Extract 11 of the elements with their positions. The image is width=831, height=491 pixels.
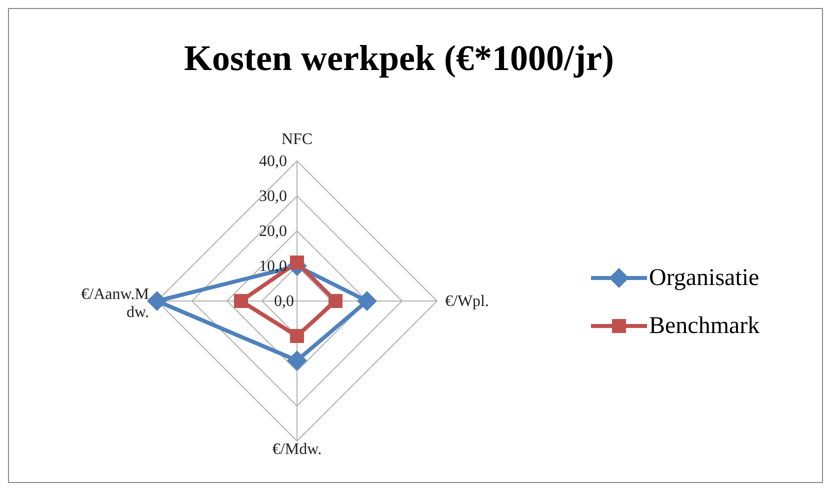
spoke-label: €/Aanw.Mdw. bbox=[81, 286, 149, 321]
y-tick-label: 30,0 bbox=[259, 188, 287, 205]
spoke-label: NFC bbox=[281, 131, 313, 148]
y-tick-label: 20,0 bbox=[259, 223, 287, 240]
spoke-label: €/Wpl. bbox=[445, 293, 489, 310]
y-tick-label: 40,0 bbox=[259, 153, 287, 170]
chart-title: Kosten werkpek (€*1000/jr) bbox=[183, 37, 615, 79]
legend-label: Organisatie bbox=[649, 264, 760, 292]
y-tick-label: 0,0 bbox=[274, 293, 294, 310]
legend-label: Benchmark bbox=[649, 312, 760, 340]
spoke-label: €/Mdw. bbox=[272, 441, 322, 458]
